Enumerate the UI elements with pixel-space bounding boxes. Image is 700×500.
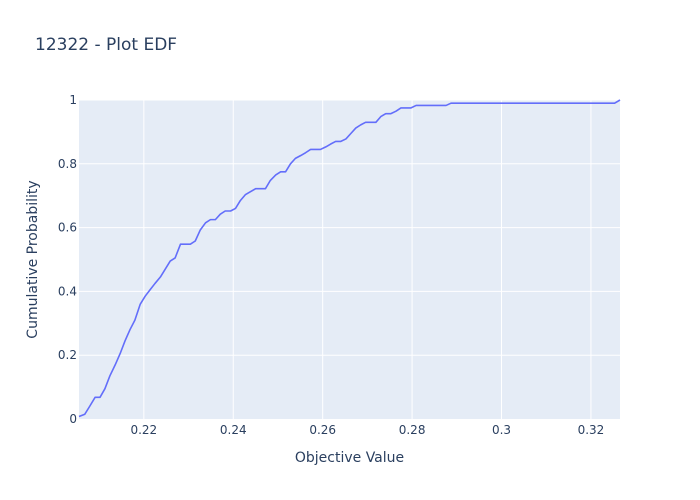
x-axis-title: Objective Value [295,450,404,466]
y-tick-label: 0.4 [58,284,77,298]
y-tick-label: 1 [69,93,77,107]
x-tick-label: 0.26 [309,423,336,437]
plot-area [79,100,620,419]
y-tick-label: 0 [69,412,77,426]
x-axis-ticks: 0.22 0.24 0.26 0.28 0.3 0.32 [130,423,604,437]
x-tick-label: 0.22 [130,423,157,437]
y-tick-label: 0.6 [58,221,77,235]
chart-title: 12322 - Plot EDF [35,35,177,55]
y-axis-title: Cumulative Probability [25,180,41,338]
x-tick-label: 0.32 [578,423,605,437]
y-axis-ticks: 0 0.2 0.4 0.6 0.8 1 [58,93,77,426]
y-tick-label: 0.8 [58,157,77,171]
x-tick-label: 0.28 [399,423,426,437]
edf-line [78,99,621,418]
x-tick-label: 0.24 [220,423,247,437]
grid-lines [79,99,620,419]
x-tick-label: 0.3 [492,423,511,437]
series-layer [78,99,621,418]
y-tick-label: 0.2 [58,348,77,362]
